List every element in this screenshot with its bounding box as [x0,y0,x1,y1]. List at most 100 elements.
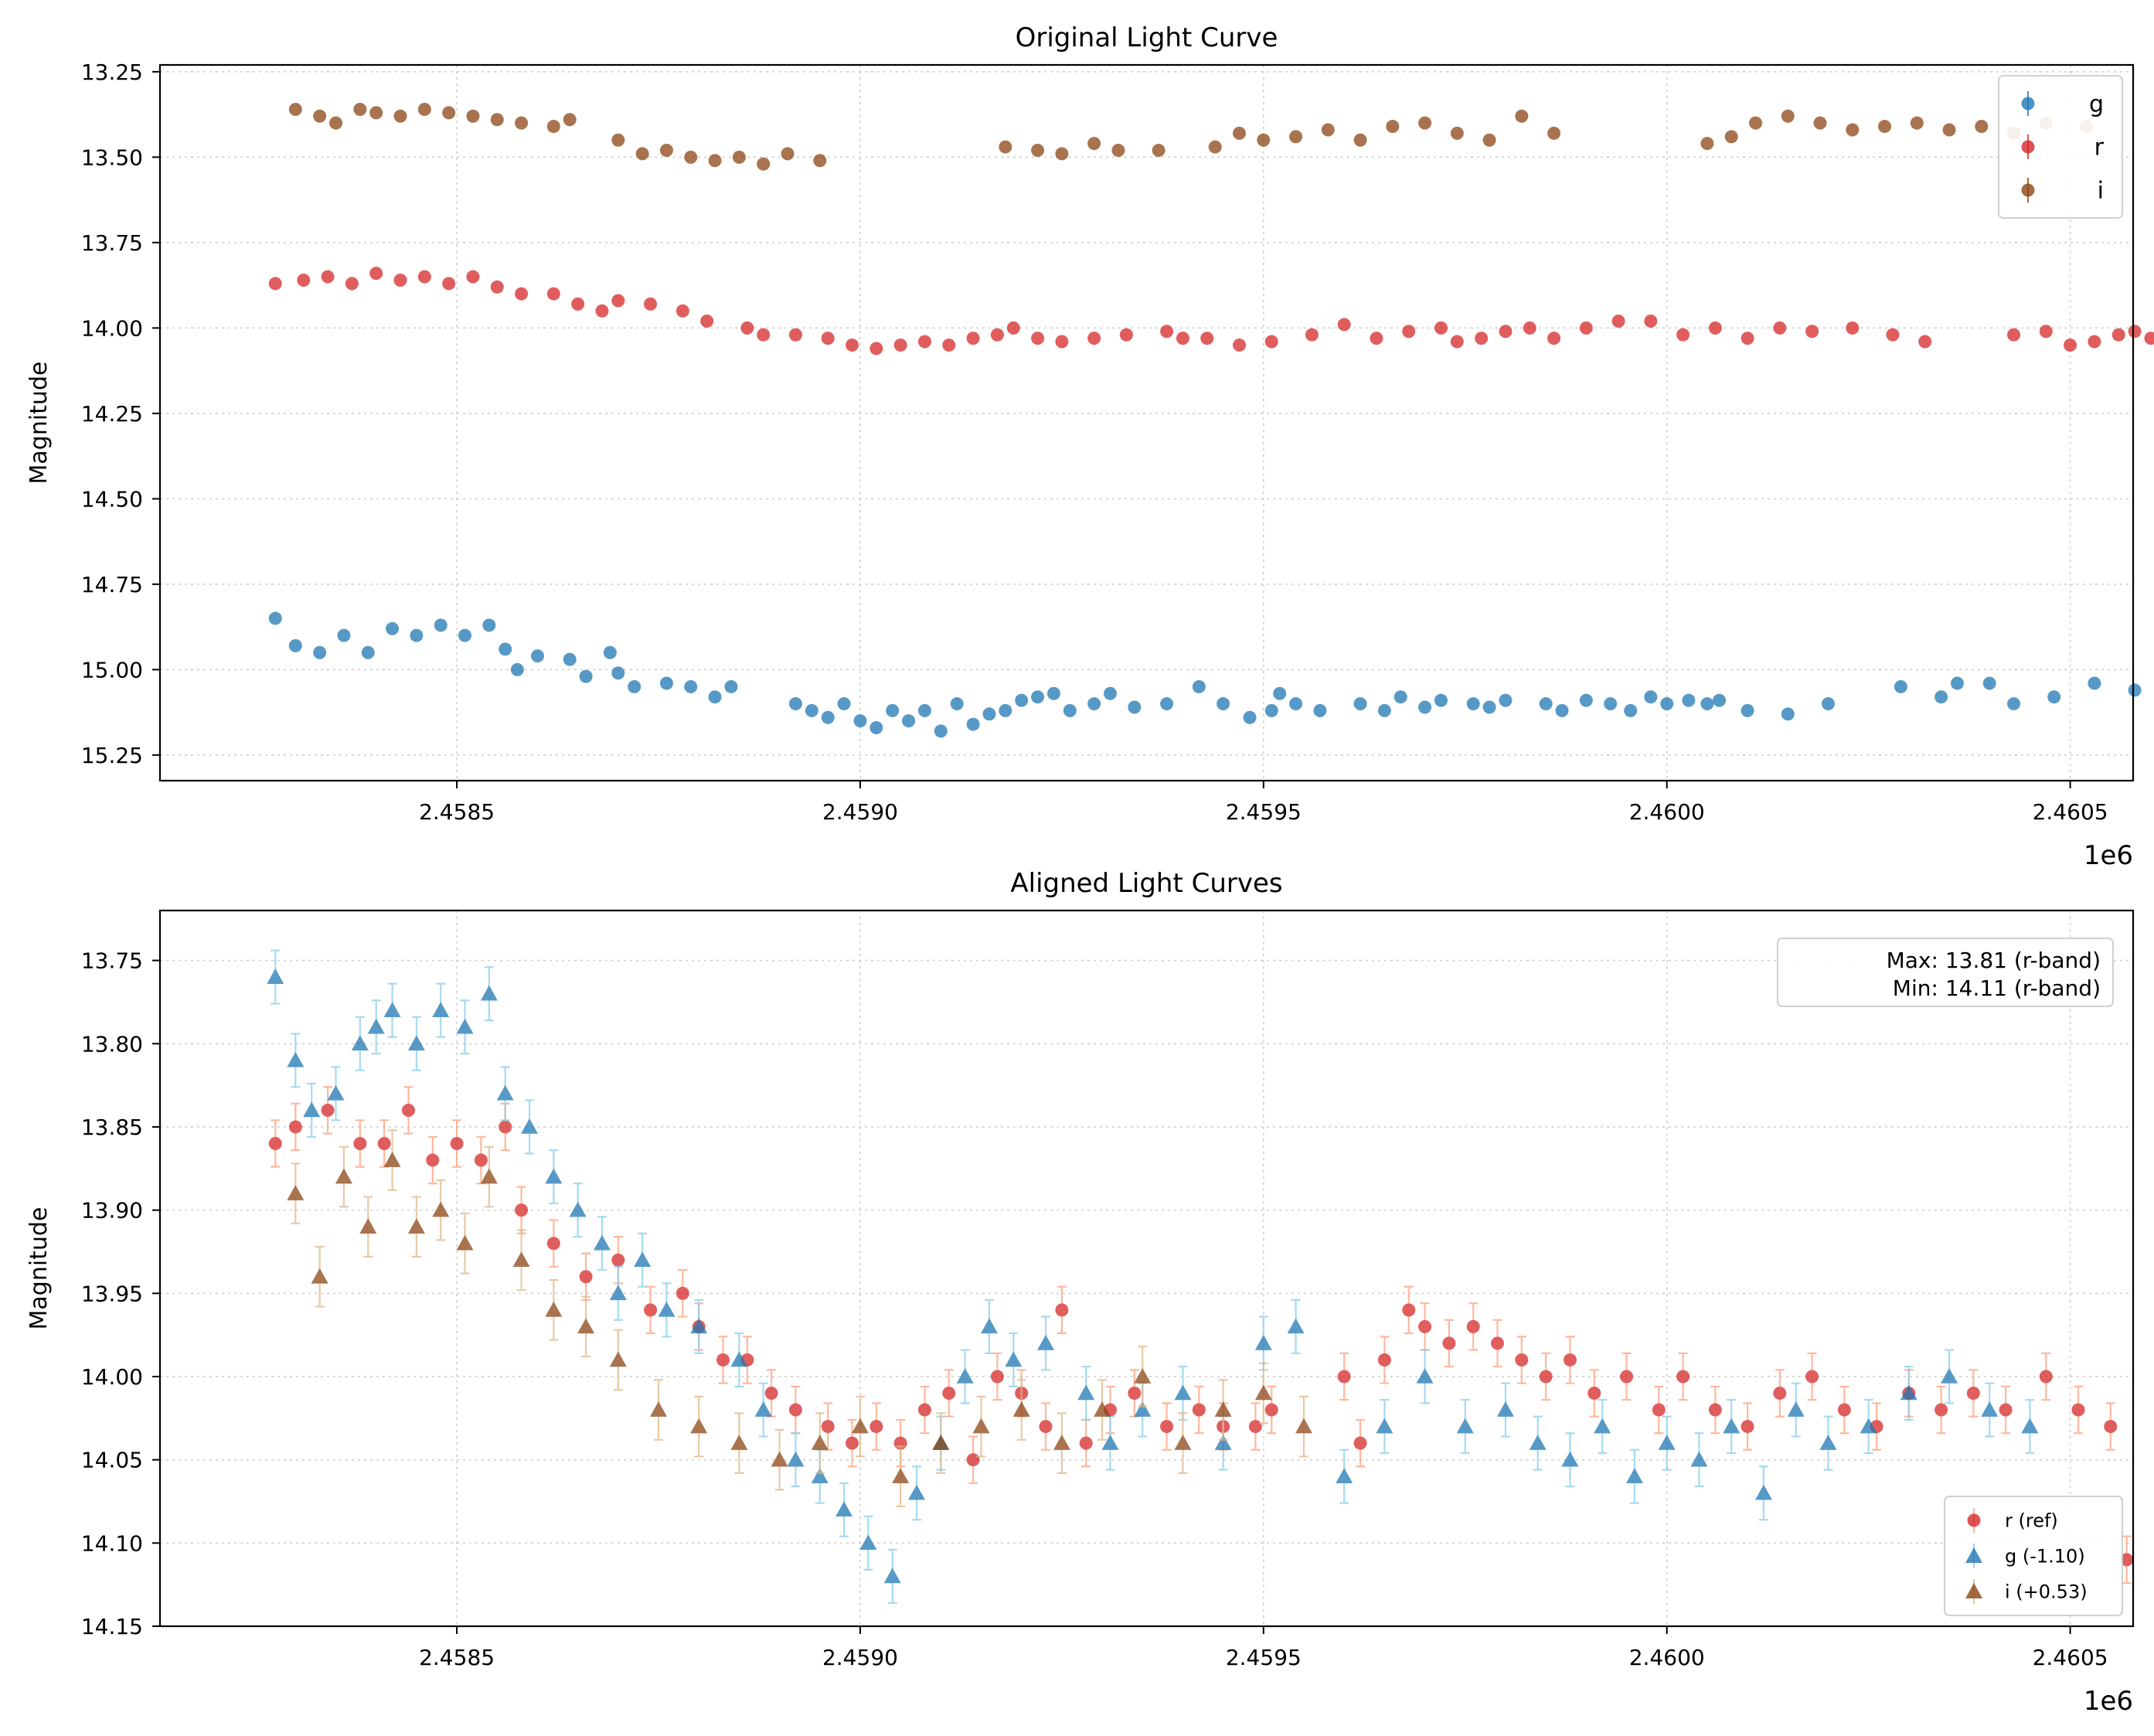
data-point [303,1101,321,1118]
data-point [1529,1435,1547,1450]
data-point [1846,123,1860,137]
axes-frame [158,909,2135,1628]
data-point [883,1568,901,1584]
data-point [1466,1319,1480,1333]
data-point [1700,137,1714,151]
data-point [1248,1420,1262,1434]
data-point [1214,1435,1232,1450]
legend-marker [1965,1547,1982,1563]
y-tick-label: 13.90 [81,1198,143,1224]
data-point [708,154,722,168]
data-point [329,116,343,130]
data-point [1910,116,1924,130]
annotation-box [1777,938,2114,1007]
data-point [732,150,746,164]
y-tick-label: 13.75 [81,948,143,974]
data-point [377,1136,391,1150]
data-point [990,328,1004,342]
data-point [659,144,673,158]
data-point [869,720,883,734]
data-point [1579,321,1593,335]
data-point [1353,133,1367,147]
data-point [650,1401,668,1417]
data-point [757,157,771,171]
data-point [644,297,658,311]
y-tick-label: 14.10 [81,1530,143,1556]
data-point [297,273,311,287]
data-point [1353,697,1367,711]
data-point [1620,1370,1634,1384]
data-point [1594,1418,1611,1434]
legend-label: i (+0.53) [2005,1581,2088,1602]
data-point [1781,109,1795,123]
data-point [1046,686,1060,700]
data-point [2144,332,2154,345]
legend-box [1998,75,2123,219]
data-point [1128,700,1142,714]
data-point [335,1168,352,1184]
data-point [2021,1418,2039,1434]
data-point [369,267,383,281]
data-point [1676,328,1690,342]
data-point [1257,133,1271,147]
data-point [1604,697,1618,711]
data-point [287,1051,305,1067]
data-point [1450,335,1464,349]
y-tick-label: 13.80 [81,1031,143,1057]
data-point [611,294,625,308]
data-point [1708,321,1722,335]
legend-label: r (ref) [2005,1510,2058,1531]
data-point [754,1401,772,1417]
data-point [2007,697,2021,711]
data-point [1418,116,1432,130]
data-point [1376,1418,1393,1434]
data-point [1935,690,1948,704]
data-point [1243,710,1257,724]
series-g [268,611,2142,738]
data-point [410,628,424,642]
legend-marker [2021,140,2035,154]
data-point [634,1251,652,1268]
data-point [1160,697,1174,711]
data-point [690,1318,708,1334]
x-tick-label: 2.4590 [822,799,898,825]
data-point [1087,137,1101,151]
data-point [2007,328,2021,342]
data-point [393,273,407,287]
x-tick-label: 2.4590 [822,1645,898,1670]
data-point [684,150,698,164]
data-point [1012,1401,1030,1417]
annotation-max: Max: 13.81 (r-band) [1887,948,2101,973]
y-tick-label: 13.25 [81,60,143,85]
data-point [659,676,673,690]
data-point [2128,325,2142,339]
data-point [917,1403,931,1417]
data-point [267,968,284,984]
data-point [1781,707,1795,721]
data-point [515,1203,529,1217]
data-point [510,662,524,676]
data-point [609,1285,627,1301]
data-point [1700,697,1714,711]
original-light-curve-plot: 2.4585 2.4590 2.4595 2.4600 2.4605 13.25 13.50… [26,22,2154,871]
data-point [426,1153,440,1167]
data-point [1482,700,1496,714]
data-point [563,652,577,666]
data-point [1660,697,1674,711]
data-point [456,1018,474,1034]
data-point [788,1403,802,1417]
data-point [1015,693,1029,707]
data-point [1063,703,1077,717]
data-point [1496,1401,1514,1417]
data-point [966,717,980,731]
data-point [1652,1403,1666,1417]
data-point [1031,144,1045,158]
data-point [2128,683,2142,697]
data-point [788,328,802,342]
data-point [1644,315,1658,328]
chart-title: Original Light Curve [1016,22,1278,53]
data-point [1217,697,1230,711]
data-point [846,1436,859,1450]
data-point [321,270,335,284]
data-point [1273,686,1287,700]
